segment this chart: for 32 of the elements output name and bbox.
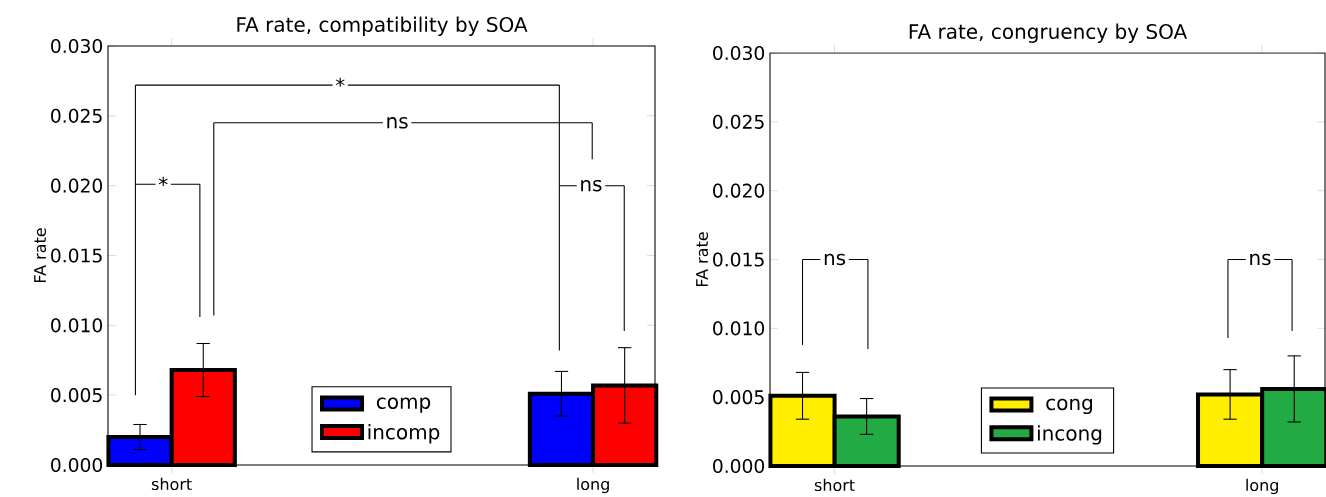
y-tick-label: 0.015	[713, 252, 764, 267]
legend-label: comp	[376, 397, 431, 413]
y-axis-title: FA rate	[696, 232, 709, 287]
y-axis-title: FA rate	[34, 228, 47, 283]
y-tick-label: 0.025	[51, 108, 102, 123]
y-tick-label: 0.030	[713, 45, 765, 61]
annotation: *	[335, 77, 345, 87]
x-tick-label: short	[814, 478, 855, 492]
y-tick-label: 0.025	[713, 114, 764, 129]
annotation: *	[158, 176, 168, 186]
chart-title: FA rate, congruency by SOA	[909, 23, 1188, 43]
y-tick-label: 0.000	[713, 458, 765, 474]
y-tick-label: 0.015	[51, 248, 102, 263]
annotation: ns	[387, 117, 408, 129]
y-tick-label: 0.030	[51, 38, 103, 54]
annotation: ns	[1250, 253, 1271, 266]
chart-title: FA rate, compatibility by SOA	[237, 16, 528, 36]
annotation: ns	[581, 179, 602, 192]
legend-label: incong	[1037, 425, 1102, 445]
x-tick-label: long	[1246, 478, 1278, 495]
legend-label: incomp	[368, 424, 440, 444]
legend-label: cong	[1046, 398, 1092, 415]
annotation: ns	[824, 253, 846, 266]
y-tick-label: 0.005	[713, 390, 764, 405]
y-tick-label: 0.000	[51, 457, 103, 473]
y-tick-label: 0.005	[51, 388, 102, 403]
x-tick-label: long	[577, 477, 609, 494]
y-tick-label: 0.020	[713, 183, 765, 198]
x-tick-label: short	[151, 477, 192, 491]
y-tick-label: 0.010	[713, 321, 765, 336]
y-tick-label: 0.010	[51, 318, 103, 333]
y-tick-label: 0.020	[51, 178, 103, 193]
